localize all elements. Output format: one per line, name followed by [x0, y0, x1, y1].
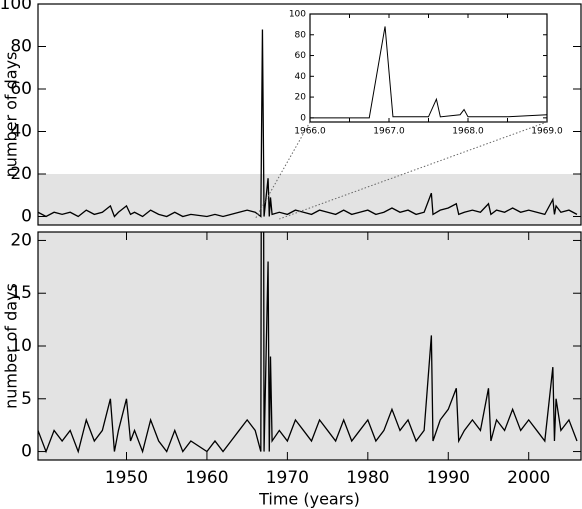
x-tick-label: 1980	[346, 468, 389, 488]
plot-lines	[310, 26, 547, 119]
x-tick-label: 1966.0	[294, 127, 326, 137]
y-tick-label: 20	[10, 164, 32, 184]
x-axis-label: Time (years)	[258, 490, 360, 509]
x-tick-label: 1970	[266, 468, 309, 488]
zoom-band	[38, 174, 581, 225]
data-line	[38, 232, 578, 454]
y-tick-label: 0	[21, 207, 32, 227]
y-tick-label: 40	[10, 122, 32, 142]
y-tick-label: 40	[295, 72, 307, 82]
x-tick-label: 1968.0	[452, 127, 484, 137]
y-tick-label: 20	[10, 230, 32, 250]
x-tick-label: 1969.0	[531, 127, 563, 137]
x-tick-label: 1960	[185, 468, 228, 488]
plot-frame	[37, 231, 582, 461]
y-tick-label: 20	[295, 93, 307, 103]
y-tick-label: 80	[10, 37, 32, 57]
x-tick-label: 2000	[507, 468, 550, 488]
y-tick-label: 15	[10, 283, 32, 303]
plot-lines	[38, 29, 578, 218]
data-line	[38, 29, 578, 218]
y-axis-label: number of days	[2, 52, 21, 178]
x-tick-label: 1950	[105, 468, 148, 488]
plot-frame	[309, 13, 548, 123]
y-tick-label: 100	[0, 0, 32, 14]
y-tick-label: 80	[295, 30, 307, 40]
y-tick-label: 100	[289, 10, 306, 20]
y-axis-label: number of days	[2, 283, 21, 409]
plot-background	[310, 14, 547, 122]
zoom-connector	[254, 121, 311, 220]
y-tick-label: 60	[10, 79, 32, 99]
data-line	[310, 26, 547, 119]
y-tick-label: 0	[300, 113, 306, 123]
x-tick-label: 1990	[427, 468, 470, 488]
plot-lines	[38, 232, 578, 454]
y-tick-label: 0	[21, 442, 32, 462]
plot-frame	[37, 3, 582, 226]
y-tick-label: 60	[295, 51, 307, 61]
y-tick-label: 5	[21, 389, 32, 409]
y-tick-label: 10	[10, 336, 32, 356]
x-tick-label: 1967.0	[373, 127, 405, 137]
